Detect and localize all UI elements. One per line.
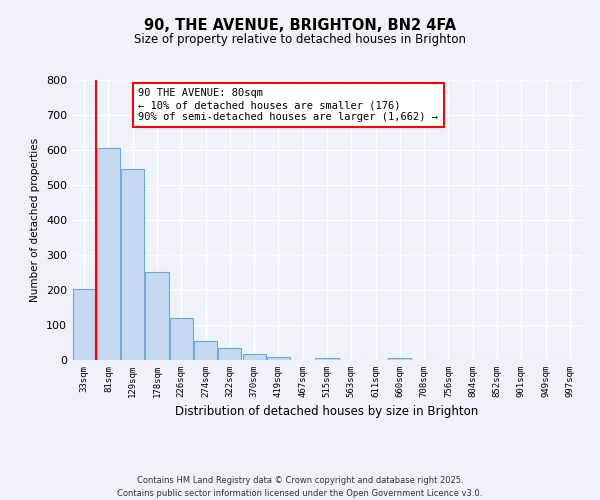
Bar [73, 289, 95, 360]
X-axis label: Distribution of detached houses by size in Brighton: Distribution of detached houses by size … [175, 406, 479, 418]
Bar [194, 341, 217, 360]
Y-axis label: Number of detached properties: Number of detached properties [31, 138, 40, 302]
Bar [388, 358, 412, 360]
Text: 90, THE AVENUE, BRIGHTON, BN2 4FA: 90, THE AVENUE, BRIGHTON, BN2 4FA [144, 18, 456, 32]
Bar [218, 348, 241, 360]
Bar [97, 148, 120, 360]
Text: Contains HM Land Registry data © Crown copyright and database right 2025.
Contai: Contains HM Land Registry data © Crown c… [118, 476, 482, 498]
Bar [316, 358, 338, 360]
Bar [170, 318, 193, 360]
Text: Size of property relative to detached houses in Brighton: Size of property relative to detached ho… [134, 32, 466, 46]
Bar [145, 272, 169, 360]
Bar [242, 354, 266, 360]
Text: 90 THE AVENUE: 80sqm
← 10% of detached houses are smaller (176)
90% of semi-deta: 90 THE AVENUE: 80sqm ← 10% of detached h… [139, 88, 438, 122]
Bar [121, 169, 144, 360]
Bar [267, 356, 290, 360]
